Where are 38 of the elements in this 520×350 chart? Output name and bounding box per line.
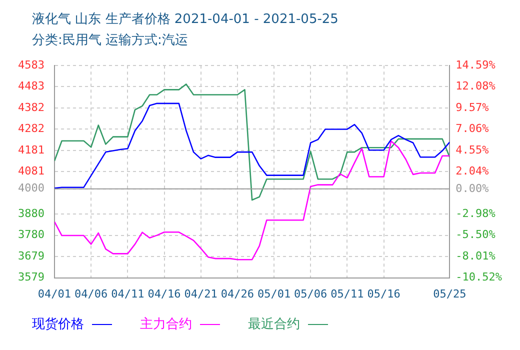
y2-tick-label: 4.55%	[456, 143, 490, 156]
x-tick-label: 05/16	[367, 287, 400, 300]
y2-tick-label: -2.98%	[456, 206, 496, 220]
x-tick-label: 04/06	[74, 287, 108, 300]
legend-label: 主力合约	[140, 316, 192, 333]
chart-subtitle: 分类:民用气 运输方式:汽运	[31, 32, 189, 49]
y2-tick-label: 14.59%	[456, 58, 496, 72]
legend-label: 现货价格	[32, 316, 84, 333]
y-tick-label: 4583	[18, 58, 44, 72]
y-tick-label: 4483	[18, 80, 44, 93]
x-tick-label: 04/16	[148, 287, 181, 300]
y-tick-label: 3880	[18, 207, 44, 220]
x-tick-label: 04/01	[38, 287, 72, 300]
y-tick-label: 3780	[18, 228, 44, 242]
chart-title: 液化气 山东 生产者价格 2021-04-01 - 2021-05-25	[31, 11, 340, 28]
y-tick-label: 4282	[18, 122, 44, 136]
y2-tick-label: 7.06%	[456, 122, 490, 136]
x-tick-label: 04/21	[184, 287, 218, 300]
y2-tick-label: -10.52%	[456, 270, 502, 284]
y-tick-label: 4081	[18, 164, 44, 178]
y-tick-label: 3679	[18, 250, 44, 263]
x-tick-label: 05/11	[330, 287, 364, 300]
y-tick-label: 4000	[18, 182, 44, 195]
y2-tick-label: -8.01%	[456, 249, 496, 262]
y2-tick-label: 12.08%	[456, 80, 496, 93]
y-tick-label: 4181	[18, 143, 44, 156]
y2-tick-label: 2.04%	[456, 164, 490, 178]
x-tick-label: 04/11	[111, 287, 144, 300]
x-tick-label: 05/01	[257, 287, 291, 300]
legend-label: 最近合约	[248, 316, 300, 333]
y2-tick-label: 0.00%	[456, 182, 490, 195]
x-tick-label: 04/26	[220, 287, 254, 300]
y-tick-label: 4382	[18, 100, 44, 114]
y-tick-label: 3579	[18, 270, 44, 284]
x-tick-label: 05/25	[433, 287, 466, 300]
y2-tick-label: -5.50%	[456, 228, 496, 242]
y2-tick-label: 9.57%	[456, 100, 490, 114]
x-tick-label: 05/06	[294, 287, 328, 300]
